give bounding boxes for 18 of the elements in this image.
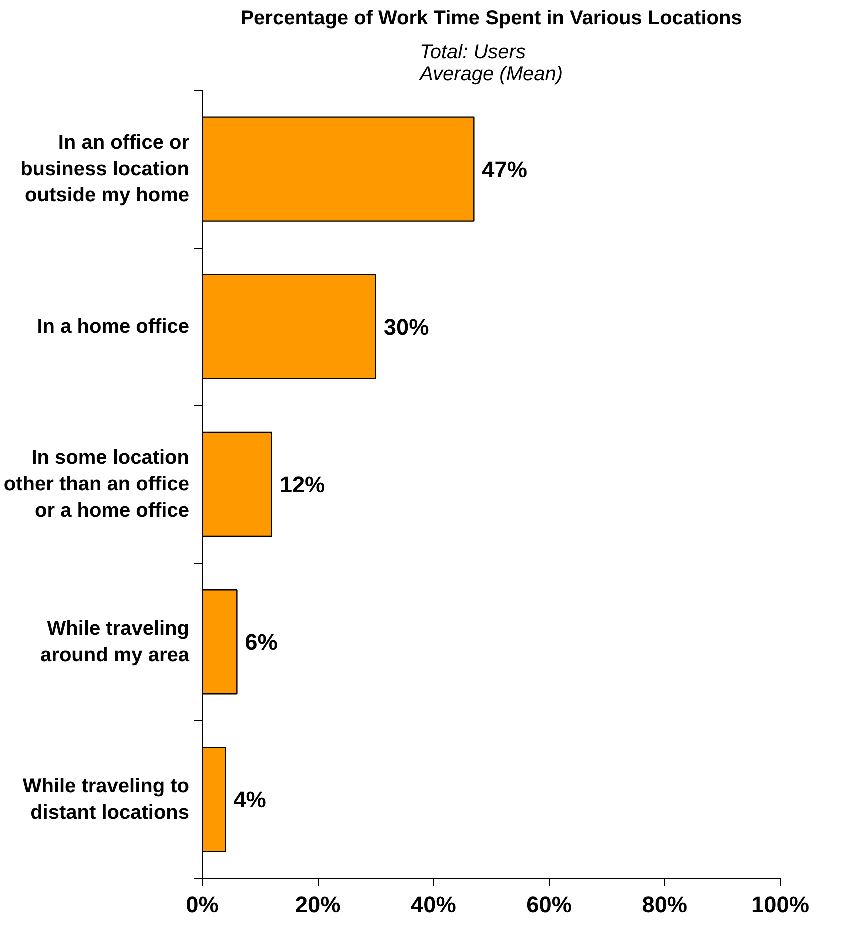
x-tick-label: 60% [526, 892, 572, 918]
data-label: 6% [245, 629, 278, 656]
x-tick-label: 20% [295, 892, 341, 918]
data-label: 30% [384, 314, 430, 340]
x-tick-label: 80% [642, 892, 688, 918]
y-tick-label: In a home office [37, 316, 190, 338]
x-tick-label: 40% [411, 892, 456, 918]
x-tick-label: 0% [186, 892, 219, 918]
chart-subtitle: Total: Users Average (Mean) [418, 42, 564, 86]
data-label: 47% [482, 156, 528, 182]
data-label: 4% [234, 786, 266, 813]
y-tick-label: While traveling around my area [40, 618, 190, 666]
data-label: 12% [280, 472, 326, 498]
x-tick-label: 100% [752, 892, 810, 918]
y-tick-label: In an office or business location outside my home [20, 132, 190, 207]
chart-title: Percentage of Work Time Spent in Various Locations [240, 8, 742, 30]
y-tick-label: While traveling to distant locations [22, 776, 190, 824]
y-tick-label: In some location other than an office or a home office [4, 447, 190, 522]
